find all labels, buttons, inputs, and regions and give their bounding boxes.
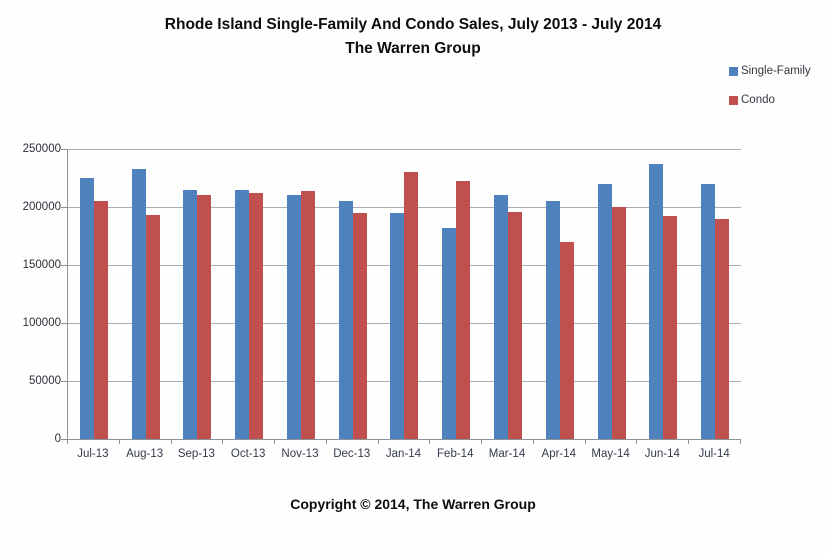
bar-single-family-mar-14 (494, 195, 509, 439)
x-axis-tick (170, 440, 172, 444)
x-axis-tick (429, 440, 431, 444)
chart-title: Rhode Island Single-Family And Condo Sal… (0, 13, 826, 61)
legend-label-condo: Condo (741, 94, 775, 106)
y-axis-tick (61, 207, 67, 208)
bar-group-sep-13 (172, 149, 224, 439)
x-axis-tick-label: Jan-14 (385, 448, 422, 460)
x-axis-tick-label: Apr-14 (541, 448, 577, 460)
bar-condo-may-14 (611, 207, 626, 439)
y-axis-tick (61, 381, 67, 382)
y-axis-tick-label: 50000 (29, 374, 61, 387)
chart-title-line2: The Warren Group (345, 40, 481, 57)
x-axis-tick-label: Jun-14 (644, 448, 680, 460)
x-axis-tick-label: Mar-14 (488, 448, 526, 460)
x-axis-tick-label: Dec-13 (333, 448, 371, 460)
bar-group-mar-14 (482, 149, 534, 439)
x-axis-tick (274, 440, 276, 444)
bar-group-may-14 (586, 149, 638, 439)
bar-condo-jun-14 (663, 216, 678, 439)
x-axis-tick-label: Jul-13 (77, 448, 109, 460)
legend-item-condo: Condo (729, 93, 811, 107)
legend-item-single-family: Single-Family (729, 64, 811, 78)
legend-label-single-family: Single-Family (741, 65, 811, 77)
legend: Single-Family Condo (729, 64, 811, 122)
y-axis-tick-label: 250000 (22, 142, 61, 155)
plot-area (67, 149, 741, 440)
y-axis-tick-label: 200000 (22, 200, 61, 213)
bar-group-nov-13 (275, 149, 327, 439)
bar-group-dec-13 (327, 149, 379, 439)
bar-group-aug-13 (120, 149, 172, 439)
bar-single-family-may-14 (597, 183, 612, 439)
copyright-text: Copyright © 2014, The Warren Group (290, 496, 536, 512)
x-axis-tick-label: May-14 (591, 448, 630, 460)
x-axis-tick-label: Jul-14 (698, 448, 730, 460)
bar-single-family-dec-13 (338, 201, 353, 439)
x-axis-tick-label: Sep-13 (177, 448, 215, 460)
bar-condo-aug-13 (145, 215, 160, 439)
bar-group-apr-14 (534, 149, 586, 439)
y-axis-tick-label: 150000 (22, 258, 61, 271)
y-axis-tick (61, 323, 67, 324)
x-axis-tick (377, 440, 379, 444)
x-axis-tick (532, 440, 534, 444)
x-axis-tick (222, 440, 224, 444)
y-axis-tick-label: 100000 (22, 316, 61, 329)
bar-condo-oct-13 (249, 193, 264, 439)
x-axis-tick (118, 440, 120, 444)
x-axis-tick (67, 440, 68, 444)
chart-title-line1: Rhode Island Single-Family And Condo Sal… (164, 16, 662, 33)
x-axis-tick (325, 440, 327, 444)
bar-group-jul-13 (68, 149, 120, 439)
x-axis-tick-label: Nov-13 (281, 448, 319, 460)
bar-condo-apr-14 (559, 241, 574, 439)
bar-single-family-sep-13 (183, 189, 198, 439)
x-axis-tick-label: Oct-13 (230, 448, 266, 460)
y-axis-tick-label: 0 (54, 432, 61, 445)
bar-single-family-jul-13 (79, 178, 94, 439)
bar-condo-jul-13 (93, 201, 108, 439)
bar-single-family-jan-14 (390, 212, 405, 439)
x-axis-tick (688, 440, 690, 444)
bar-single-family-jun-14 (649, 163, 664, 439)
single-family-swatch-icon (729, 66, 738, 76)
gridline (68, 149, 741, 150)
bar-condo-jul-14 (715, 218, 730, 439)
bar-single-family-apr-14 (545, 201, 560, 439)
bar-group-jun-14 (637, 149, 689, 439)
bar-condo-jan-14 (404, 172, 419, 439)
x-axis-tick (584, 440, 586, 444)
bar-condo-mar-14 (508, 211, 523, 439)
bar-condo-sep-13 (197, 195, 212, 439)
bar-group-jul-14 (689, 149, 741, 439)
x-axis-tick-label: Feb-14 (437, 448, 474, 460)
y-axis-tick (61, 439, 67, 440)
x-axis-tick (636, 440, 638, 444)
y-axis-tick (61, 149, 67, 150)
bar-single-family-feb-14 (442, 228, 457, 439)
bar-single-family-oct-13 (235, 189, 250, 439)
bar-condo-nov-13 (300, 190, 315, 439)
bar-single-family-nov-13 (286, 195, 301, 439)
condo-swatch-icon (729, 95, 738, 105)
bar-single-family-aug-13 (131, 169, 146, 439)
x-axis-tick (481, 440, 483, 444)
bar-single-family-jul-14 (701, 183, 716, 439)
y-axis-tick (61, 265, 67, 266)
bar-condo-dec-13 (352, 212, 367, 439)
bar-condo-feb-14 (456, 180, 471, 439)
x-axis-tick (740, 440, 741, 444)
bar-group-feb-14 (430, 149, 482, 439)
bar-group-oct-13 (223, 149, 275, 439)
x-axis-tick-label: Aug-13 (126, 448, 164, 460)
bar-group-jan-14 (379, 149, 431, 439)
